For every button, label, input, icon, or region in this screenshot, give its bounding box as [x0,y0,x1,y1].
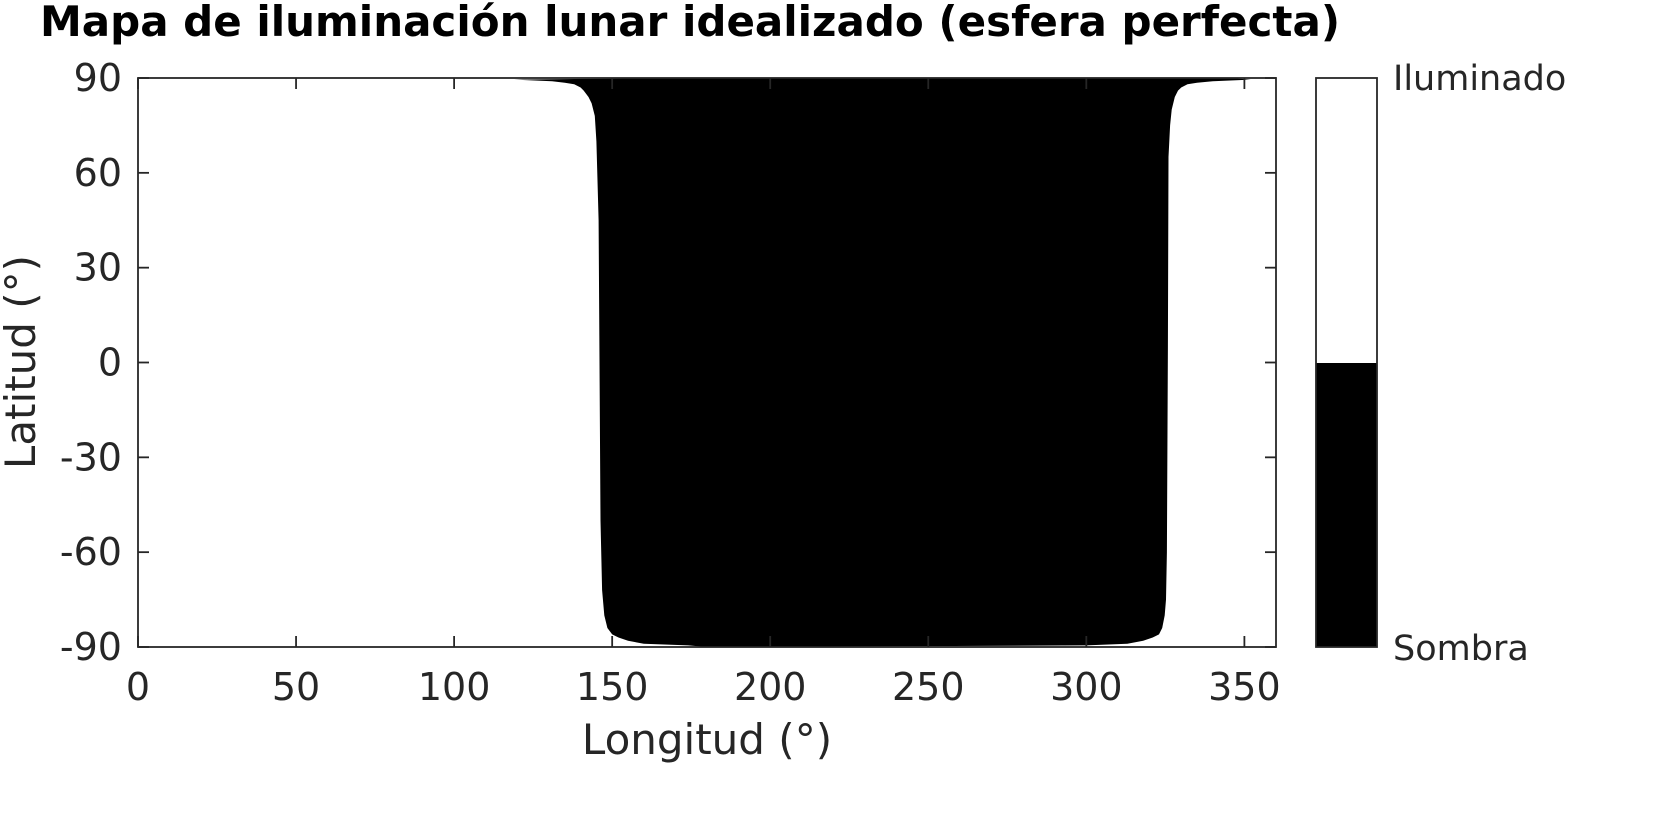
x-tick-label: 50 [272,665,320,709]
y-tick-label: 30 [74,246,122,290]
x-tick-label: 150 [576,665,649,709]
y-axis: 90 60 30 0 -30 -60 -90 [60,56,1276,669]
y-tick-label: -30 [60,435,122,479]
y-tick-label: -60 [60,530,122,574]
x-axis-label: Longitud (°) [582,715,832,764]
x-tick-label: 300 [1050,665,1123,709]
x-tick-label: 350 [1208,665,1281,709]
shadow-region [514,78,1251,647]
chart-title: Mapa de iluminación lunar idealizado (es… [40,0,1340,46]
colorbar-label-shadow: Sombra [1393,629,1529,669]
plot-area [137,77,1277,648]
x-tick-label: 0 [126,665,150,709]
colorbar: Iluminado Sombra [1315,59,1566,669]
y-tick-label: 0 [98,341,122,385]
x-tick-label: 200 [734,665,807,709]
y-tick-label: 60 [74,151,122,195]
x-axis: 0 50 100 150 200 250 300 350 [126,78,1281,709]
y-tick-label: 90 [74,56,122,100]
y-tick-label: -90 [60,625,122,669]
colorbar-illuminated-swatch [1316,78,1377,363]
x-tick-label: 250 [892,665,965,709]
colorbar-shadow-swatch [1316,363,1377,647]
colorbar-label-illuminated: Iluminado [1393,59,1566,99]
x-tick-label: 100 [418,665,491,709]
colorbar-frame [1315,77,1378,648]
y-axis-label: Latitud (°) [0,255,45,469]
